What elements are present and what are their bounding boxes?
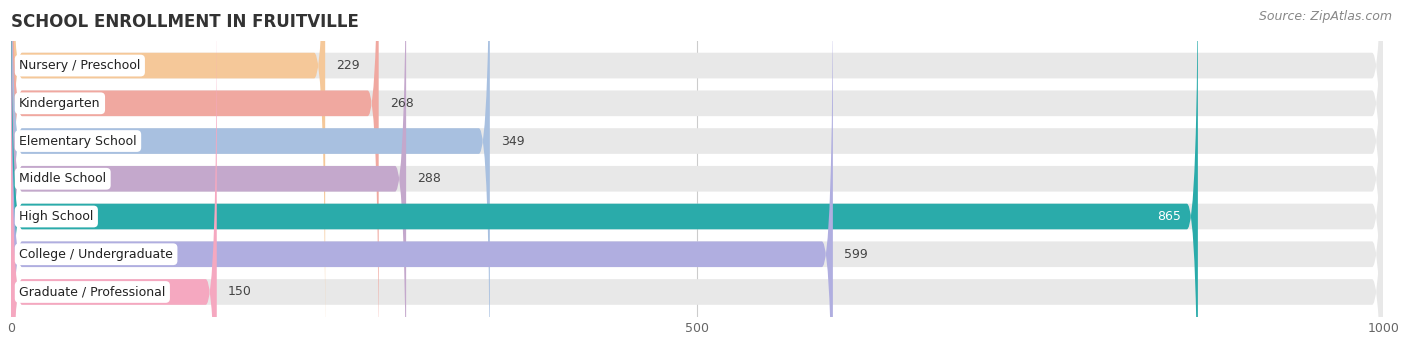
FancyBboxPatch shape <box>11 0 1384 342</box>
FancyBboxPatch shape <box>11 0 489 342</box>
Text: Elementary School: Elementary School <box>20 134 136 147</box>
Text: Source: ZipAtlas.com: Source: ZipAtlas.com <box>1258 10 1392 23</box>
FancyBboxPatch shape <box>11 0 378 342</box>
FancyBboxPatch shape <box>11 0 1384 342</box>
Text: SCHOOL ENROLLMENT IN FRUITVILLE: SCHOOL ENROLLMENT IN FRUITVILLE <box>11 13 359 31</box>
Text: Middle School: Middle School <box>20 172 107 185</box>
Text: 349: 349 <box>501 134 524 147</box>
FancyBboxPatch shape <box>11 3 217 342</box>
FancyBboxPatch shape <box>11 0 325 342</box>
Text: Graduate / Professional: Graduate / Professional <box>20 286 166 299</box>
Text: 599: 599 <box>844 248 868 261</box>
FancyBboxPatch shape <box>11 3 1384 342</box>
FancyBboxPatch shape <box>11 0 406 342</box>
Text: High School: High School <box>20 210 94 223</box>
FancyBboxPatch shape <box>11 0 1384 342</box>
FancyBboxPatch shape <box>11 0 1198 342</box>
FancyBboxPatch shape <box>11 0 832 342</box>
FancyBboxPatch shape <box>11 0 1384 342</box>
Text: College / Undergraduate: College / Undergraduate <box>20 248 173 261</box>
Text: 150: 150 <box>228 286 252 299</box>
Text: Nursery / Preschool: Nursery / Preschool <box>20 59 141 72</box>
Text: 229: 229 <box>336 59 360 72</box>
Text: Kindergarten: Kindergarten <box>20 97 101 110</box>
Text: 288: 288 <box>418 172 441 185</box>
FancyBboxPatch shape <box>11 0 1384 342</box>
Text: 268: 268 <box>389 97 413 110</box>
Text: 865: 865 <box>1157 210 1181 223</box>
FancyBboxPatch shape <box>11 0 1384 342</box>
